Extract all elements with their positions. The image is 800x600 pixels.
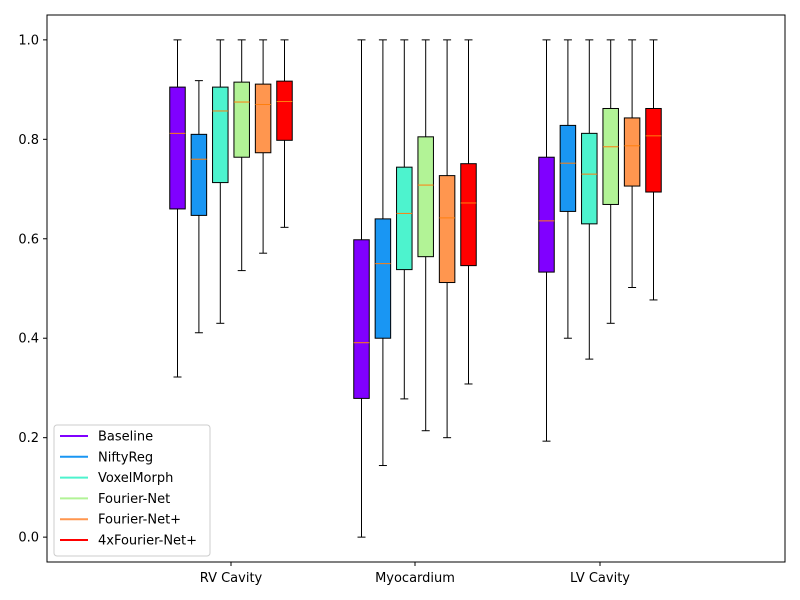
box-body: [212, 86, 229, 184]
box-body: [169, 86, 186, 210]
box-body: [396, 166, 413, 271]
legend-label-2: VoxelMorph: [98, 471, 173, 486]
box-body: [645, 107, 662, 193]
y-tick-label: 0.6: [18, 232, 39, 247]
legend-label-1: NiftyReg: [98, 450, 153, 465]
box-body: [623, 117, 641, 187]
box-body: [460, 163, 477, 267]
axis-layer: 0.0 0.2 0.4 0.6 0.8 1.0 RV Cavity Myocardium LV …: [18, 14, 786, 586]
box-body: [190, 133, 208, 216]
legend-label-4: Fourier-Net+: [98, 513, 181, 528]
box-body: [438, 175, 456, 284]
box-1-1: [374, 39, 392, 467]
box-0-3: [233, 39, 250, 272]
box-0-2: [212, 39, 229, 324]
box-body: [602, 107, 619, 205]
box-1-0: [353, 39, 370, 538]
box-2-2: [581, 39, 598, 360]
y-tick-label: 0.4: [18, 332, 39, 347]
y-tick-label: 0.8: [18, 133, 39, 148]
legend-box: [53, 424, 211, 557]
box-body: [254, 83, 272, 154]
box-body: [581, 132, 598, 225]
legend: Baseline NiftyReg VoxelMorph Fourier-Net Fou…: [53, 424, 211, 557]
box-2-0: [538, 39, 555, 442]
box-body: [374, 218, 392, 339]
box-1-5: [460, 39, 477, 385]
box-body: [538, 156, 555, 273]
box-body: [353, 239, 370, 399]
y-tick-label: 0.0: [18, 531, 39, 546]
legend-label-3: Fourier-Net: [98, 492, 170, 507]
legend-label-5: 4xFourier-Net+: [98, 534, 197, 549]
box-body: [417, 136, 434, 258]
x-tick-label: RV Cavity: [200, 571, 263, 586]
box-0-5: [276, 39, 293, 228]
legend-label-0: Baseline: [98, 430, 153, 445]
box-body: [276, 80, 293, 141]
y-tick-label: 1.0: [18, 33, 39, 48]
x-tick-label: Myocardium: [375, 571, 455, 586]
box-body: [233, 81, 250, 158]
box-2-5: [645, 39, 662, 301]
box-0-0: [169, 39, 186, 378]
box-1-4: [438, 39, 456, 439]
y-tick-label: 0.2: [18, 431, 39, 446]
plot-frame: [46, 14, 786, 563]
box-0-1: [190, 80, 208, 334]
box-1-3: [417, 39, 434, 432]
box-2-1: [559, 39, 577, 339]
box-0-4: [254, 39, 272, 254]
box-2-3: [602, 39, 619, 324]
box-1-2: [396, 39, 413, 400]
box-body: [559, 124, 577, 212]
x-tick-label: LV Cavity: [570, 571, 630, 586]
plot-layer: [169, 39, 662, 538]
box-2-4: [623, 39, 641, 289]
